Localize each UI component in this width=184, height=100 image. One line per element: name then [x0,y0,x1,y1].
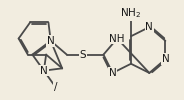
Text: NH: NH [109,34,125,44]
Text: N: N [40,66,48,76]
Text: S: S [79,50,86,60]
Text: /: / [54,82,57,92]
Text: N: N [109,68,116,78]
Text: N: N [47,36,55,46]
Text: NH$_2$: NH$_2$ [120,6,141,20]
Text: N: N [146,22,153,32]
Text: N: N [162,54,169,64]
